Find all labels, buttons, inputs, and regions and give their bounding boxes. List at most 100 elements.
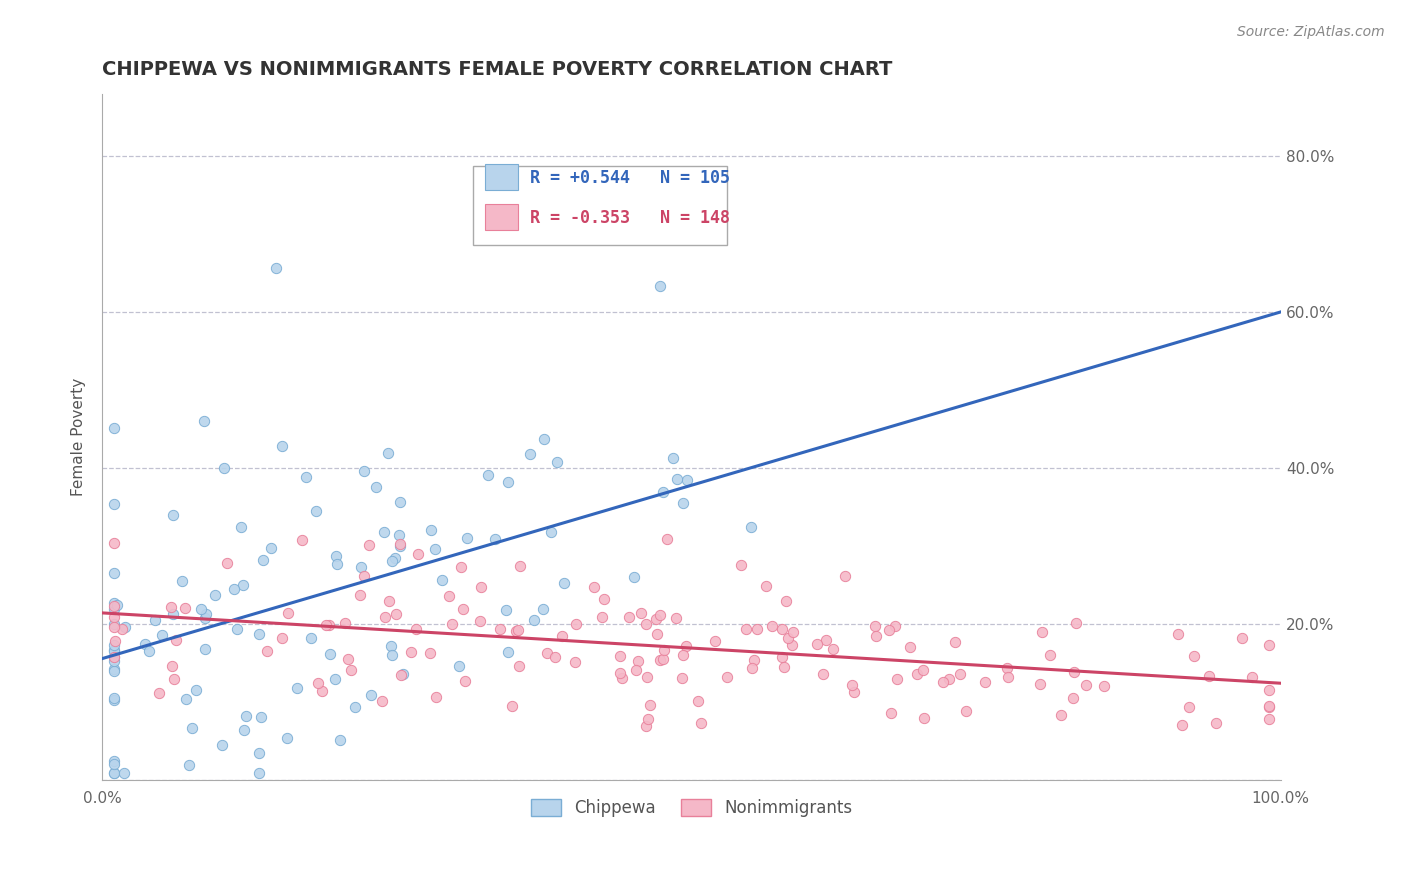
Point — [252, 553, 274, 567]
Point — [690, 715, 713, 730]
Point — [938, 673, 960, 687]
Point — [655, 532, 678, 546]
Point — [813, 667, 835, 681]
Point — [110, 623, 132, 637]
Point — [319, 647, 342, 661]
Point — [508, 624, 530, 638]
Point — [1171, 718, 1194, 732]
Point — [593, 591, 616, 606]
Point — [1205, 715, 1227, 730]
Point — [103, 650, 125, 665]
Point — [477, 468, 499, 483]
Point — [162, 508, 184, 523]
Point — [105, 598, 128, 612]
Point — [519, 446, 541, 460]
Point — [371, 694, 394, 708]
Point — [995, 661, 1018, 675]
Point — [103, 421, 125, 435]
Point — [583, 581, 606, 595]
Point — [741, 660, 763, 674]
Point — [103, 643, 125, 657]
Point — [973, 675, 995, 690]
Point — [1166, 626, 1188, 640]
Point — [174, 601, 197, 615]
Text: Source: ZipAtlas.com: Source: ZipAtlas.com — [1237, 25, 1385, 39]
Point — [160, 599, 183, 614]
Point — [425, 690, 447, 704]
Point — [1049, 707, 1071, 722]
Point — [508, 659, 530, 673]
Point — [162, 607, 184, 621]
Point — [112, 765, 135, 780]
Point — [650, 608, 672, 623]
Point — [307, 676, 329, 690]
Point — [329, 733, 352, 747]
Point — [103, 610, 125, 624]
Point — [143, 613, 166, 627]
Bar — [485, 204, 519, 230]
Point — [905, 666, 928, 681]
Point — [745, 623, 768, 637]
Point — [672, 648, 695, 663]
Point — [730, 558, 752, 572]
Point — [389, 668, 412, 682]
Point — [912, 711, 935, 725]
Point — [360, 688, 382, 702]
Point — [226, 622, 249, 636]
Point — [343, 699, 366, 714]
Point — [821, 641, 844, 656]
Point — [277, 606, 299, 620]
Point — [318, 617, 340, 632]
Point — [782, 625, 804, 640]
Point — [1240, 670, 1263, 684]
Point — [1258, 639, 1281, 653]
Point — [806, 637, 828, 651]
Point — [148, 686, 170, 700]
Point — [295, 470, 318, 484]
Point — [353, 569, 375, 583]
Point — [815, 632, 838, 647]
Point — [775, 594, 797, 608]
Point — [509, 559, 531, 574]
Point — [744, 653, 766, 667]
Point — [103, 535, 125, 549]
Point — [103, 638, 125, 652]
Text: R = -0.353   N = 148: R = -0.353 N = 148 — [530, 210, 730, 227]
Point — [103, 497, 125, 511]
Point — [103, 596, 125, 610]
Point — [211, 738, 233, 752]
Point — [496, 475, 519, 490]
Text: R = +0.544   N = 105: R = +0.544 N = 105 — [530, 169, 730, 187]
Point — [949, 666, 972, 681]
Point — [1232, 631, 1254, 645]
Point — [454, 673, 477, 688]
Point — [179, 758, 201, 772]
Point — [662, 451, 685, 466]
Point — [194, 607, 217, 621]
Point — [648, 279, 671, 293]
Point — [406, 547, 429, 561]
Point — [834, 569, 856, 583]
Point — [170, 574, 193, 589]
Point — [776, 632, 799, 646]
Point — [160, 658, 183, 673]
Point — [103, 601, 125, 615]
Point — [315, 618, 337, 632]
Point — [103, 644, 125, 658]
Point — [304, 503, 326, 517]
Point — [231, 520, 253, 534]
Point — [299, 631, 322, 645]
Point — [565, 616, 588, 631]
Point — [1198, 669, 1220, 683]
Point — [865, 619, 887, 633]
Point — [505, 624, 527, 638]
Point — [232, 577, 254, 591]
Point — [381, 554, 404, 568]
Point — [103, 616, 125, 631]
Point — [134, 637, 156, 651]
Point — [782, 638, 804, 652]
Point — [536, 646, 558, 660]
Point — [193, 414, 215, 428]
Point — [270, 439, 292, 453]
Point — [644, 611, 666, 625]
